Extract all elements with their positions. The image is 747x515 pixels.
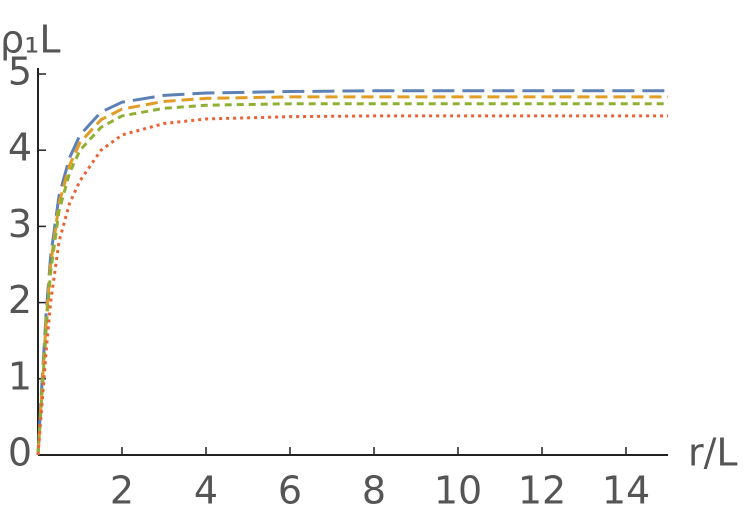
x-tick-label: 12 bbox=[518, 469, 566, 513]
y-tick-label: 5 bbox=[8, 50, 32, 94]
series-line bbox=[36, 89, 668, 456]
x-tick-label: 6 bbox=[278, 469, 302, 513]
y-tick-label: 0 bbox=[8, 431, 32, 475]
y-tick-label: 1 bbox=[8, 354, 32, 398]
x-tick-label: 2 bbox=[110, 469, 134, 513]
x-tick-label: 8 bbox=[362, 469, 386, 513]
y-axis-label: ρ₁L bbox=[0, 18, 61, 62]
x-axis-label: r/L bbox=[688, 431, 738, 475]
x-tick-label: 10 bbox=[434, 469, 482, 513]
series-line bbox=[36, 102, 668, 456]
x-tick-label: 4 bbox=[194, 469, 218, 513]
y-tick-label: 2 bbox=[8, 278, 32, 322]
x-tick-label: 14 bbox=[602, 469, 650, 513]
y-tick-label: 3 bbox=[8, 202, 32, 246]
series-line bbox=[36, 114, 668, 456]
y-tick-label: 4 bbox=[8, 126, 32, 170]
series-line bbox=[36, 95, 668, 456]
